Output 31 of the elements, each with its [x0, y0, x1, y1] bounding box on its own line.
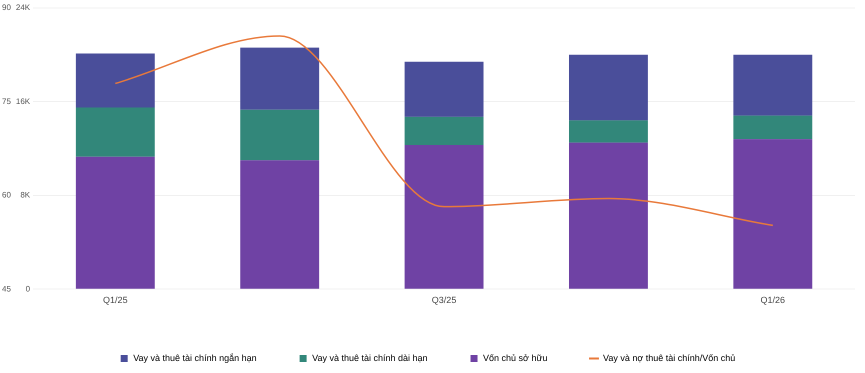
- bar: [76, 54, 155, 108]
- bar: [568, 54, 648, 120]
- bar: [733, 139, 812, 289]
- legend-label: Vốn chủ sở hữu: [483, 352, 548, 363]
- bar: [76, 156, 155, 289]
- bar: [568, 120, 648, 143]
- legend-label: Vay và thuê tài chính dài hạn: [312, 352, 428, 363]
- bar: [404, 116, 484, 145]
- bar: [76, 107, 155, 157]
- y2-tick-label: 75: [2, 96, 12, 106]
- y2-tick-label: 60: [2, 190, 12, 200]
- legend-label: Vay và thuê tài chính ngắn hạn: [133, 352, 257, 363]
- x-tick-label: Q1/25: [103, 295, 128, 306]
- bar: [240, 48, 320, 110]
- legend-label: Vay và nợ thuê tài chính/Vốn chủ: [602, 352, 736, 363]
- x-tick-label: Q3/25: [432, 295, 456, 306]
- y2-tick-label: 45: [2, 284, 12, 294]
- bar: [240, 160, 320, 289]
- y-tick-label: 16K: [16, 96, 31, 106]
- x-tick-label: Q1/26: [760, 295, 786, 306]
- y2-tick-label: 90: [2, 3, 12, 12]
- line-series: [114, 35, 774, 226]
- bar: [404, 144, 484, 289]
- bar: [240, 110, 320, 160]
- bar: [733, 54, 812, 116]
- y-tick-label: 8K: [20, 190, 31, 200]
- y-tick-label: 24K: [16, 3, 31, 12]
- bar: [733, 116, 812, 140]
- bar: [404, 62, 484, 117]
- y-tick-label: 0: [26, 284, 31, 294]
- bar: [568, 142, 648, 289]
